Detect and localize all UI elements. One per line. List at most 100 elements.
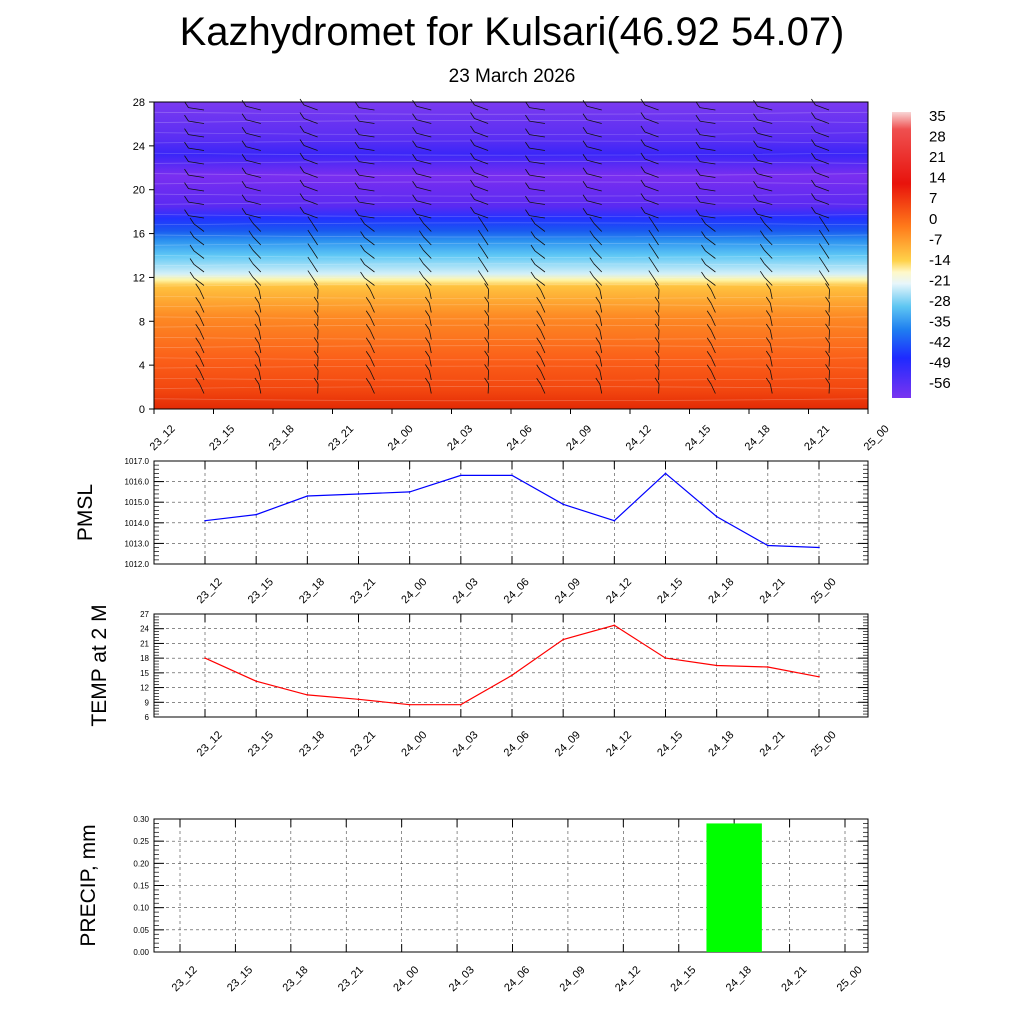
wind-barb-feather: [470, 166, 475, 173]
wind-barb: [529, 134, 545, 138]
wind-barb-feather: [254, 283, 260, 290]
wind-barb-feather: [425, 296, 430, 304]
wind-barb-feather: [354, 141, 360, 149]
wind-barb-feather: [299, 112, 305, 119]
wind-barb: [369, 343, 375, 354]
contour-line: [153, 152, 869, 156]
wind-barb: [481, 249, 489, 259]
wind-barb: [303, 145, 318, 151]
wind-barb-feather: [811, 112, 816, 119]
wind-barb-feather: [582, 208, 588, 215]
wind-barb-feather: [525, 195, 530, 203]
wind-barb: [540, 370, 546, 381]
wind-barb: [416, 105, 432, 111]
wind-barb-feather: [477, 256, 483, 264]
wind-barb: [710, 343, 716, 354]
wind-barb: [705, 264, 716, 273]
wind-barb: [416, 132, 432, 138]
wind-barb-feather: [241, 181, 247, 188]
x-tick-label: 24_15: [668, 964, 698, 994]
wind-barb: [416, 173, 432, 178]
wind-barb: [364, 250, 375, 259]
wind-barb: [311, 222, 318, 232]
x-tick-label: 24_06: [502, 964, 532, 994]
wind-barb: [358, 201, 375, 205]
wind-barb: [699, 120, 716, 124]
wind-barb-feather: [525, 101, 530, 108]
wind-barb-feather: [425, 350, 430, 358]
wind-barb-feather: [313, 350, 319, 358]
wind-barb: [358, 161, 375, 165]
wind-barb-feather: [254, 337, 260, 344]
wind-barb-feather: [530, 217, 536, 225]
wind-barb-feather: [706, 378, 712, 385]
wind-barb-feather: [184, 209, 189, 216]
wind-barb: [428, 343, 432, 354]
wind-barb-feather: [418, 243, 424, 251]
wind-barb-feather: [313, 296, 319, 304]
wind-barb: [529, 120, 545, 124]
wind-barb: [815, 158, 830, 165]
contour-line: [153, 304, 869, 308]
wind-barb-feather: [530, 244, 536, 252]
colorbar-label: -42: [929, 334, 951, 351]
wind-barb: [188, 161, 205, 165]
data-point: [408, 491, 411, 493]
wind-barb: [705, 277, 716, 286]
wind-barb-feather: [365, 351, 371, 358]
wind-barb-feather: [484, 337, 489, 344]
wind-barb: [428, 383, 432, 394]
wind-barb: [699, 188, 716, 192]
colorbar-label: -14: [929, 252, 951, 269]
data-point: [613, 519, 616, 522]
wind-barb: [710, 289, 716, 300]
wind-barb: [540, 357, 546, 367]
wind-barb-feather: [241, 140, 247, 147]
wind-barb: [428, 356, 432, 367]
wind-barb: [599, 316, 603, 327]
wind-barb-feather: [654, 283, 660, 290]
wind-barb: [710, 330, 716, 340]
wind-barb-feather: [354, 155, 360, 162]
contour-line: [153, 193, 869, 197]
wind-barb: [258, 302, 262, 313]
y-axis-label: PMSL: [74, 484, 97, 541]
wind-barb-feather: [484, 377, 489, 385]
wind-barb: [416, 119, 432, 124]
wind-barb-feather: [706, 351, 712, 358]
wind-barb: [815, 118, 830, 124]
wind-barb-feather: [189, 231, 195, 238]
wind-barb: [481, 235, 489, 246]
x-tick-label: 24_00: [386, 423, 416, 453]
data-point: [767, 666, 769, 668]
wind-barb-feather: [195, 324, 201, 331]
data-point: [460, 703, 462, 706]
wind-barb-feather: [640, 139, 646, 146]
wind-barb: [529, 174, 545, 178]
wind-barb: [644, 131, 659, 138]
wind-barb-feather: [241, 208, 247, 215]
wind-barb: [815, 104, 830, 111]
wind-barb-feather: [470, 152, 475, 160]
contour-line: [153, 283, 869, 287]
wind-barb: [188, 201, 205, 205]
wind-barb-feather: [582, 154, 588, 161]
wind-barb-feather: [706, 283, 712, 290]
wind-barb-feather: [706, 310, 712, 317]
panel-frame: [153, 460, 869, 565]
wind-barb: [757, 146, 773, 151]
wind-barb: [423, 263, 432, 273]
wind-barb-feather: [360, 271, 365, 279]
wind-barb: [710, 357, 716, 367]
wind-barb-feather: [470, 206, 475, 214]
wind-barb-feather: [753, 167, 758, 174]
wind-barb-feather: [811, 152, 816, 160]
wind-barb-feather: [825, 323, 830, 331]
wind-barb-feather: [477, 270, 483, 277]
wind-barb: [416, 159, 432, 165]
wind-barb: [369, 289, 375, 300]
wind-barb: [188, 134, 205, 138]
wind-barb: [474, 199, 489, 205]
wind-barb: [699, 201, 716, 205]
colorbar-label: -49: [929, 355, 951, 372]
